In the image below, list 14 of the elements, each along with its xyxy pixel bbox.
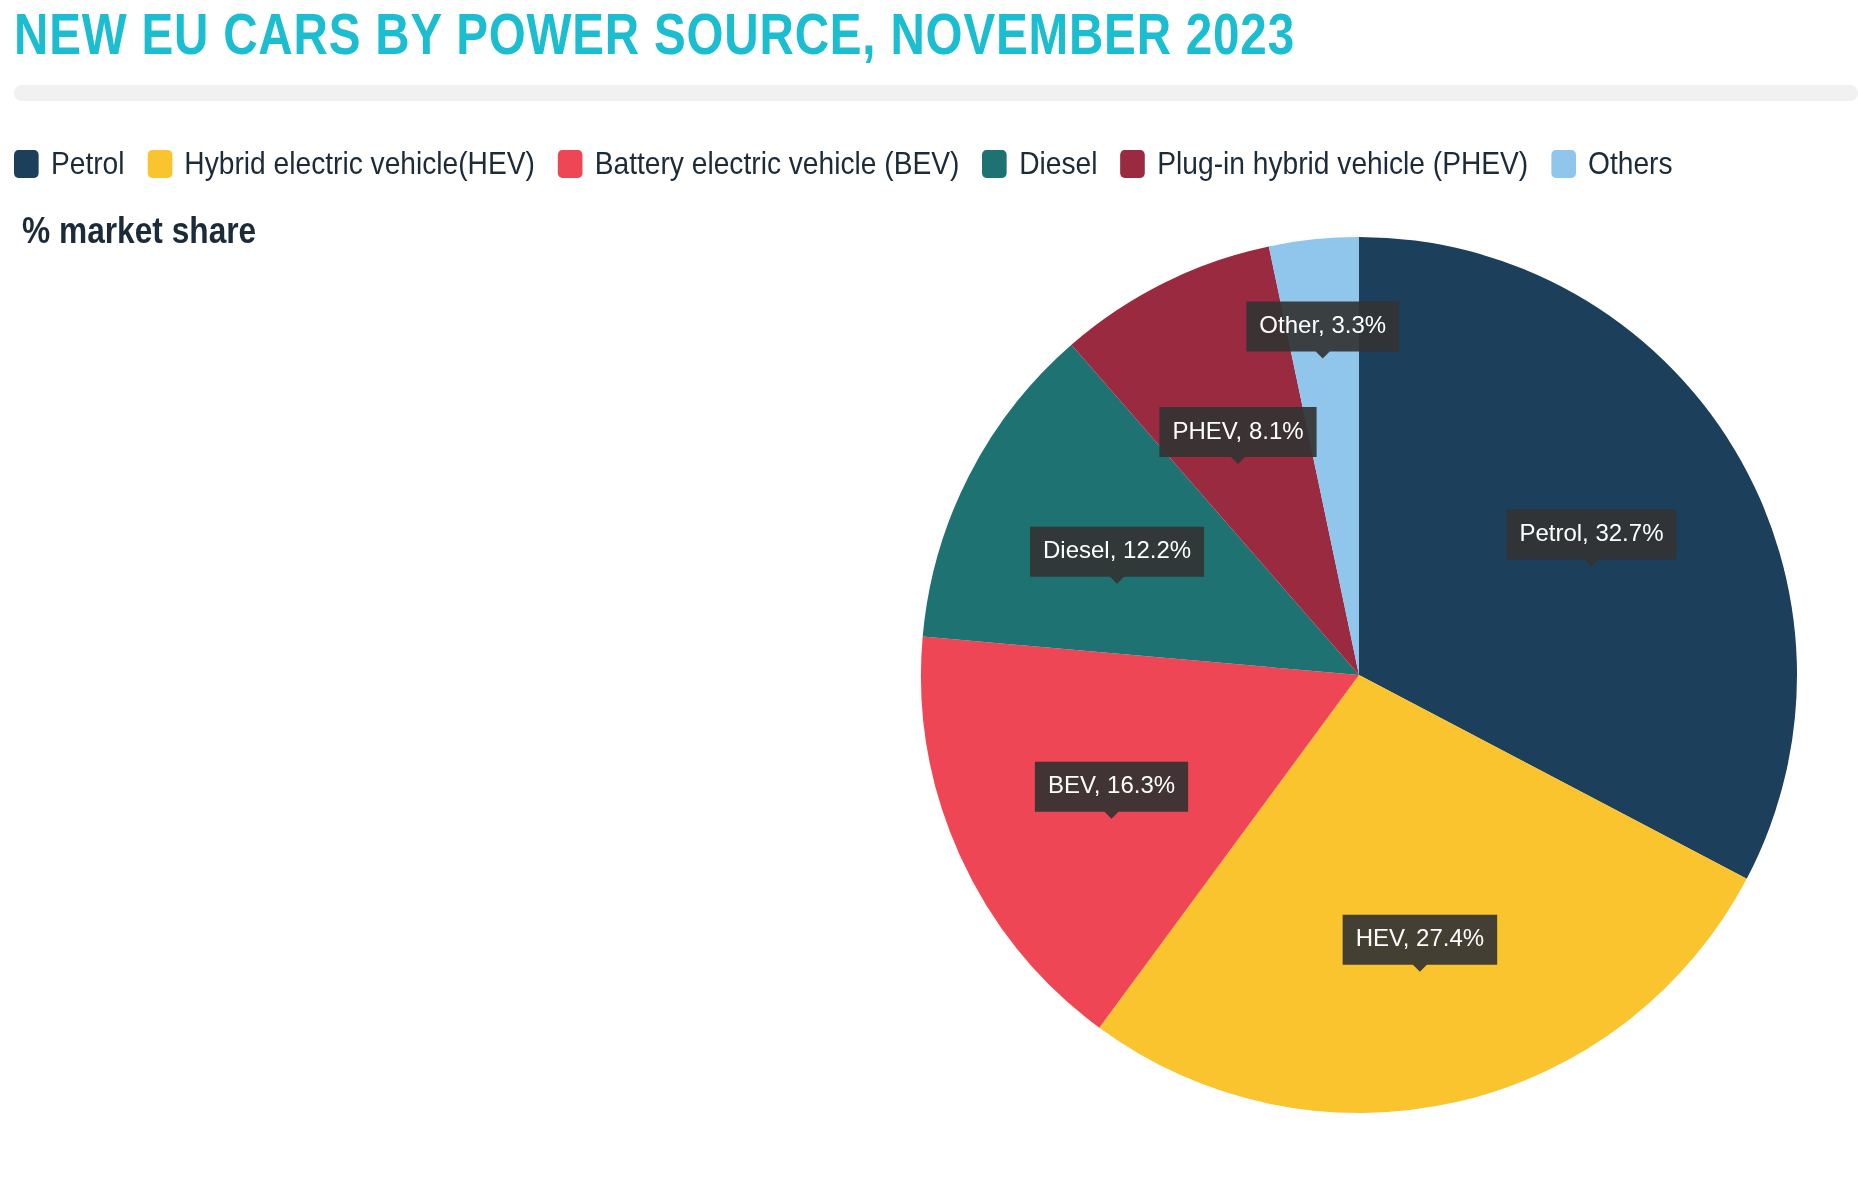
data-label: Other, 3.3% bbox=[1259, 311, 1387, 339]
data-label: PHEV, 8.1% bbox=[1172, 416, 1304, 444]
data-label: Petrol, 32.7% bbox=[1519, 519, 1664, 547]
chart-title: NEW EU CARS BY POWER SOURCE, NOVEMBER 2023 bbox=[14, 0, 1295, 67]
data-label: Diesel, 12.2% bbox=[1043, 536, 1192, 564]
legend-label: Others bbox=[1588, 145, 1673, 182]
legend-label: Hybrid electric vehicle(HEV) bbox=[184, 145, 535, 182]
text: % market share bbox=[22, 210, 257, 252]
data-label: HEV, 27.4% bbox=[1355, 924, 1485, 952]
legend-label: Plug-in hybrid vehicle (PHEV) bbox=[1157, 145, 1529, 182]
legend-label: Petrol bbox=[50, 145, 125, 182]
data-label: BEV, 16.3% bbox=[1047, 771, 1176, 799]
legend-label: Battery electric vehicle (BEV) bbox=[594, 145, 960, 182]
legend-label: Diesel bbox=[1019, 145, 1098, 182]
